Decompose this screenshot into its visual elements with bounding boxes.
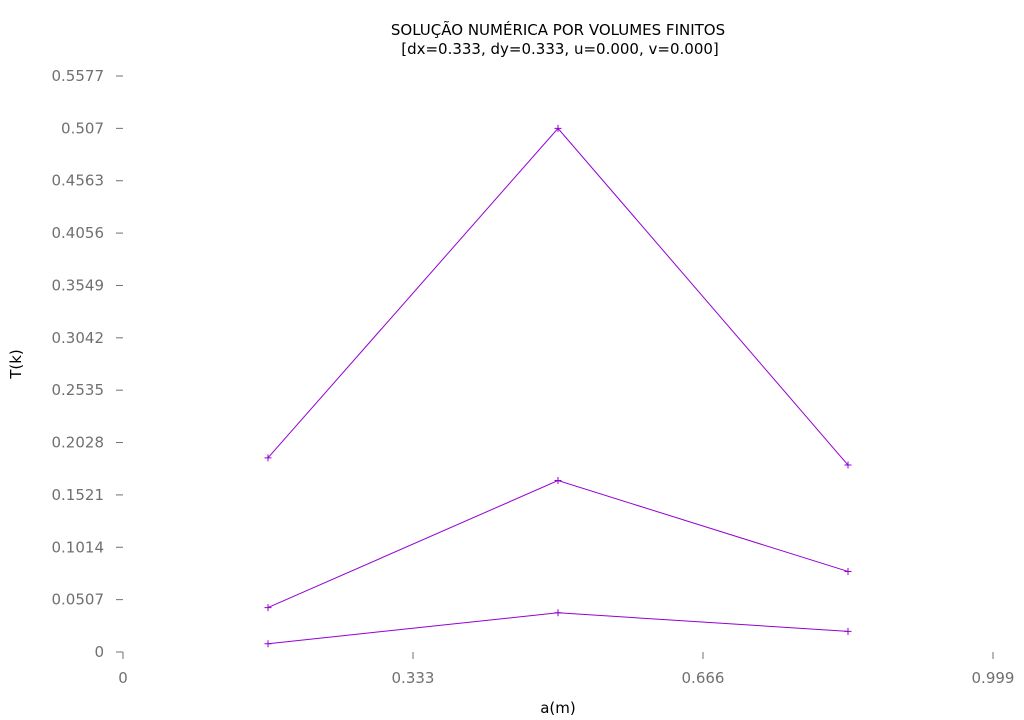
series-line-1 <box>267 127 849 466</box>
data-point-marker <box>554 609 562 617</box>
y-tick-label: 0.2535 <box>52 381 105 399</box>
plot-series <box>264 124 852 648</box>
y-tick-label: 0.2028 <box>52 434 105 452</box>
y-tick-label: 0.1521 <box>52 486 105 504</box>
y-axis: 0 0.0507 0.1014 0.1521 0.2028 0.2535 0.3042 0.3… <box>52 67 123 661</box>
data-point-marker <box>264 604 272 612</box>
chart-subtitle: [dx=0.333, dy=0.333, u=0.000, v=0.000] <box>401 40 719 58</box>
data-point-marker <box>844 461 852 469</box>
y-tick-label: 0.4056 <box>52 224 105 242</box>
data-point-marker <box>844 627 852 635</box>
x-tick-label: 0.999 <box>972 669 1015 687</box>
data-point-marker <box>264 640 272 648</box>
y-tick-label: 0.507 <box>61 119 104 137</box>
x-axis-label: a(m) <box>540 699 576 717</box>
data-point-marker <box>554 124 562 132</box>
series-line-2 <box>267 480 849 609</box>
x-tick-label: 0.333 <box>392 669 435 687</box>
data-point-marker <box>554 477 562 485</box>
y-tick-label: 0.4563 <box>52 172 105 190</box>
x-tick-label: 0 <box>118 669 128 687</box>
x-axis: 0 0.333 0.666 0.999 <box>118 652 1014 687</box>
y-tick-label: 0.3042 <box>52 329 105 347</box>
data-point-marker <box>844 567 852 575</box>
y-tick-label: 0.1014 <box>52 538 105 556</box>
y-axis-label: T(k) <box>7 349 25 380</box>
y-tick-label: 0.0507 <box>52 591 105 609</box>
series-line-3 <box>267 612 849 645</box>
y-tick-label: 0.5577 <box>52 67 105 85</box>
chart-title: SOLUÇÃO NUMÉRICA POR VOLUMES FINITOS <box>391 20 725 39</box>
data-point-marker <box>264 454 272 462</box>
x-tick-label: 0.666 <box>682 669 725 687</box>
y-tick-label: 0.3549 <box>52 276 105 294</box>
y-tick-label: 0 <box>94 643 104 661</box>
